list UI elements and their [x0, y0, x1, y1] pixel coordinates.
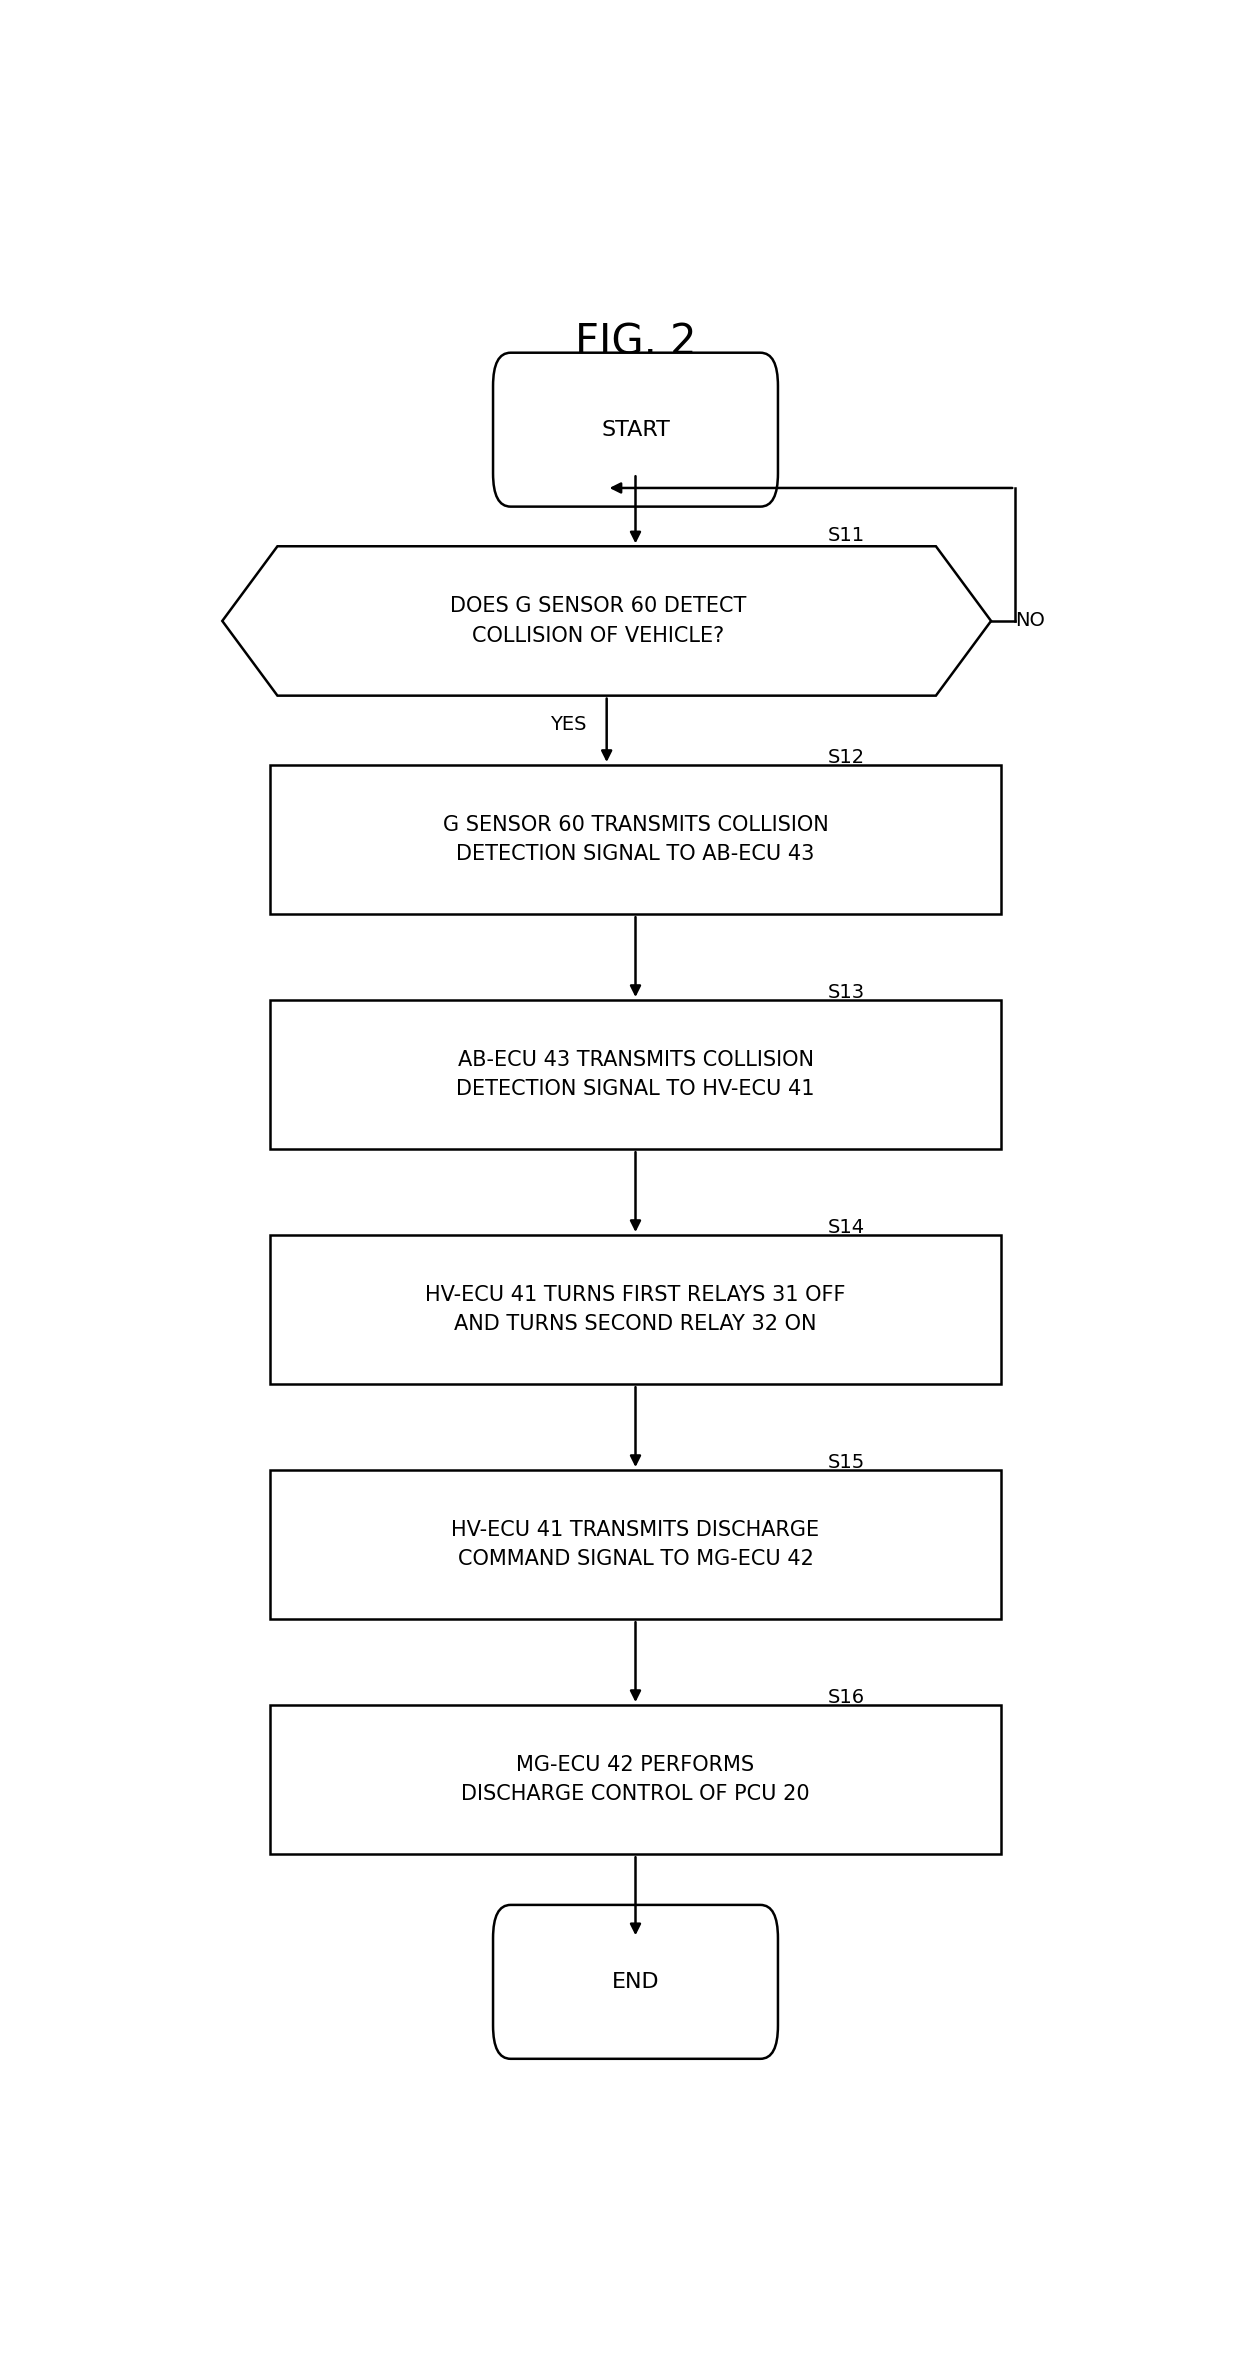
Bar [270, 1235, 1001, 1384]
Bar [270, 1706, 1001, 1855]
Text: S15: S15 [828, 1453, 866, 1472]
Text: DOES G SENSOR 60 DETECT
COLLISION OF VEHICLE?: DOES G SENSOR 60 DETECT COLLISION OF VEH… [450, 596, 746, 646]
Text: START: START [601, 419, 670, 440]
Text: S14: S14 [828, 1218, 864, 1237]
Text: G SENSOR 60 TRANSMITS COLLISION
DETECTION SIGNAL TO AB-ECU 43: G SENSOR 60 TRANSMITS COLLISION DETECTIO… [443, 814, 828, 864]
Text: HV-ECU 41 TRANSMITS DISCHARGE
COMMAND SIGNAL TO MG-ECU 42: HV-ECU 41 TRANSMITS DISCHARGE COMMAND SI… [451, 1519, 820, 1569]
Bar [270, 1001, 1001, 1150]
Text: HV-ECU 41 TURNS FIRST RELAYS 31 OFF
AND TURNS SECOND RELAY 32 ON: HV-ECU 41 TURNS FIRST RELAYS 31 OFF AND … [425, 1285, 846, 1334]
Text: FIG. 2: FIG. 2 [575, 322, 696, 364]
Bar [270, 764, 1001, 913]
Text: YES: YES [551, 715, 587, 733]
Text: S11: S11 [828, 525, 864, 544]
FancyBboxPatch shape [494, 353, 777, 506]
Bar [270, 1469, 1001, 1618]
Text: S12: S12 [828, 748, 864, 767]
Text: END: END [611, 1971, 660, 1992]
Text: S16: S16 [828, 1689, 864, 1708]
Text: S13: S13 [828, 984, 864, 1003]
Text: MG-ECU 42 PERFORMS
DISCHARGE CONTROL OF PCU 20: MG-ECU 42 PERFORMS DISCHARGE CONTROL OF … [461, 1756, 810, 1805]
Text: AB-ECU 43 TRANSMITS COLLISION
DETECTION SIGNAL TO HV-ECU 41: AB-ECU 43 TRANSMITS COLLISION DETECTION … [456, 1051, 815, 1100]
Polygon shape [222, 547, 991, 696]
Text: NO: NO [1016, 610, 1045, 629]
FancyBboxPatch shape [494, 1905, 777, 2058]
